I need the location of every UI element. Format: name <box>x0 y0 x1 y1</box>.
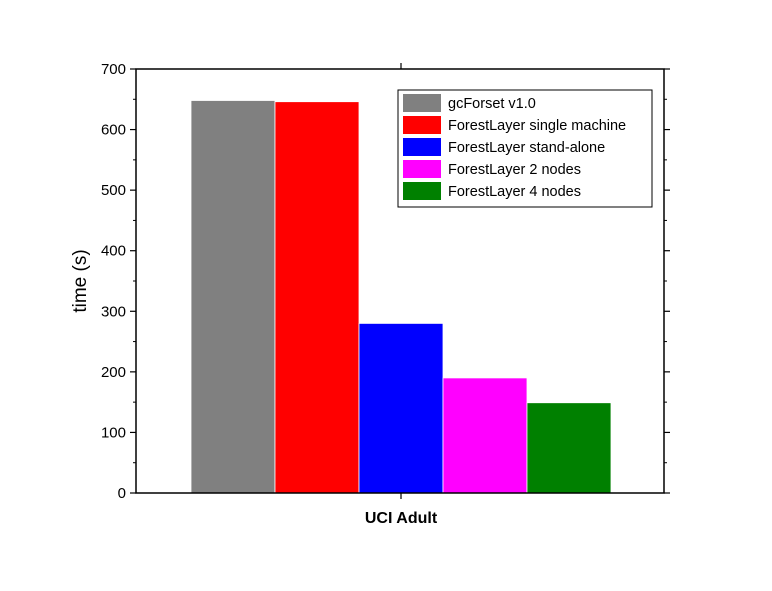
y-tick-label: 500 <box>101 182 126 199</box>
y-tick-label: 200 <box>101 364 126 381</box>
legend-swatch <box>403 160 441 178</box>
y-tick-label: 400 <box>101 243 126 260</box>
bar-gcforset-v1-0 <box>190 100 276 494</box>
bar-forestlayer-4-nodes <box>526 402 612 494</box>
y-tick-label: 100 <box>101 424 126 441</box>
legend-label: gcForset v1.0 <box>448 96 536 112</box>
legend-swatch <box>403 94 441 112</box>
y-tick-label: 700 <box>101 61 126 78</box>
legend-label: ForestLayer 4 nodes <box>448 184 581 200</box>
y-tick-label: 300 <box>101 303 126 320</box>
y-tick-label: 0 <box>118 485 126 502</box>
bars-group <box>190 100 612 494</box>
legend-label: ForestLayer 2 nodes <box>448 162 581 178</box>
legend-swatch <box>403 182 441 200</box>
y-axis-ticks: 0 100 200 300 400 500 600 700 <box>101 61 670 502</box>
legend-label: ForestLayer stand-alone <box>448 140 605 156</box>
legend-swatch <box>403 116 441 134</box>
bar-forestlayer-stand-alone <box>358 322 444 494</box>
bar-forestlayer-single-machine <box>274 101 360 494</box>
legend: gcForset v1.0 ForestLayer single machine F… <box>397 89 653 208</box>
legend-swatch <box>403 138 441 156</box>
y-tick-label: 600 <box>101 122 126 139</box>
bar-forestlayer-2-nodes <box>442 377 528 494</box>
legend-label: ForestLayer single machine <box>448 118 626 134</box>
category-label: UCI Adult <box>365 510 438 527</box>
y-axis-title: time (s) <box>70 249 91 312</box>
